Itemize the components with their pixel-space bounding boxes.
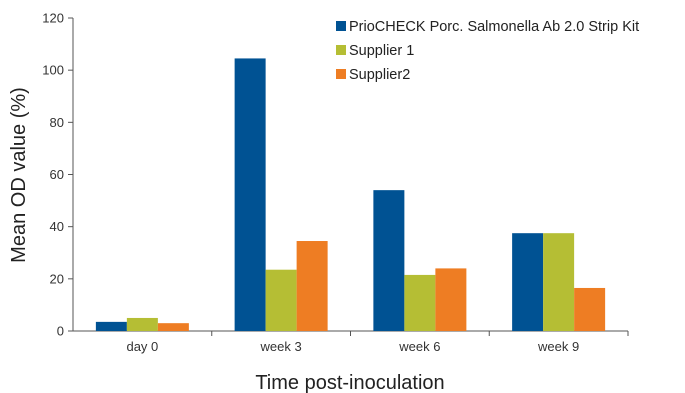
y-tick-label: 60 [50,167,64,182]
legend-swatch [336,69,346,79]
bars [95,58,606,331]
bar-week-9-series-2 [543,233,575,331]
bar-week-6-series-3 [435,268,467,331]
legend-swatch [336,21,346,31]
x-tick-label: week 9 [537,339,579,354]
y-ticks: 0 20 40 60 80 100 120 [42,11,73,339]
legend-label: Supplier2 [349,67,410,83]
legend-swatch [336,45,346,55]
x-axis-title: Time post-inoculation [255,372,444,393]
x-ticks: day 0 week 3 week 6 week 9 [126,331,629,354]
x-tick-label: day 0 [126,339,158,354]
bar-week-6-series-2 [404,274,436,331]
x-tick-label: week 6 [398,339,440,354]
y-axis-title: Mean OD value (%) [8,87,30,263]
bar-week-9-series-3 [574,287,606,331]
legend: PrioCHECK Porc. Salmonella Ab 2.0 Strip … [336,19,639,83]
legend-label: Supplier 1 [349,43,414,59]
y-tick-label: 100 [42,63,64,78]
bar-day-0-series-3 [157,323,189,331]
bar-week-9-series-1 [512,233,544,331]
x-tick-label: week 3 [260,339,302,354]
bar-day-0-series-1 [95,321,127,331]
legend-label: PrioCHECK Porc. Salmonella Ab 2.0 Strip … [349,19,639,35]
y-tick-label: 20 [50,271,64,286]
bar-week-3-series-2 [265,269,297,331]
bar-day-0-series-2 [126,317,158,331]
y-tick-label: 0 [57,324,64,339]
bar-week-3-series-1 [234,58,266,331]
bar-week-6-series-1 [373,190,405,331]
y-tick-label: 40 [50,219,64,234]
y-tick-label: 80 [50,115,64,130]
bar-week-3-series-3 [296,241,328,331]
y-tick-label: 120 [42,11,64,26]
